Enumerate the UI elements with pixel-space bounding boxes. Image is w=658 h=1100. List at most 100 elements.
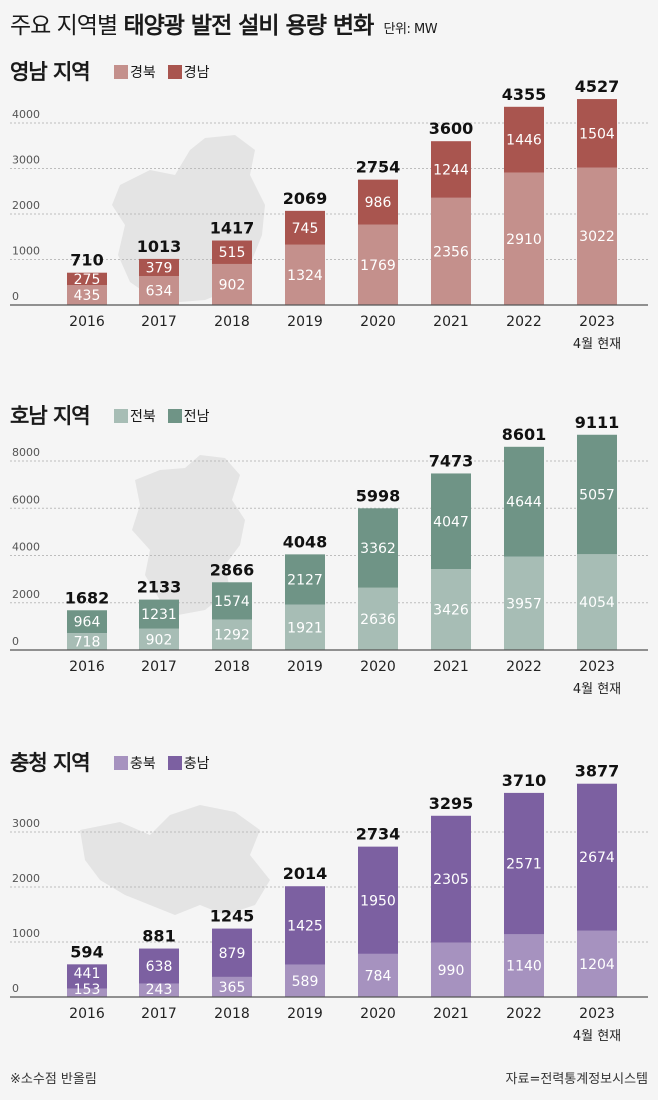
segment-label: 964	[74, 615, 101, 631]
segment-label: 1950	[360, 893, 396, 909]
total-label: 7473	[429, 451, 474, 470]
unit-label: 단위: MW	[383, 22, 438, 37]
segment-label: 2636	[360, 612, 396, 628]
bar-segment	[358, 224, 398, 305]
legend-label: 전남	[183, 409, 210, 425]
y-tick-label: 3000	[12, 154, 40, 167]
x-tick-label: 2018	[214, 659, 250, 675]
bar-segment	[67, 610, 107, 634]
bar-segment	[139, 948, 179, 984]
x-tick-label: 2020	[360, 659, 396, 675]
x-tick-label: 2016	[69, 659, 105, 675]
total-label: 3295	[429, 794, 474, 813]
legend-label: 경북	[130, 65, 156, 81]
bar-segment	[358, 179, 398, 225]
segment-label: 1769	[360, 258, 396, 274]
y-tick-label: 0	[12, 982, 19, 995]
total-label: 4527	[575, 77, 620, 96]
bar-segment	[285, 604, 325, 650]
x-tick-label: 2021	[433, 659, 469, 675]
x-tick-label: 2017	[141, 314, 177, 330]
x-tick-label: 2023	[579, 314, 615, 330]
segment-label: 2356	[433, 244, 469, 260]
segment-label: 1204	[579, 957, 615, 973]
legend-label: 전북	[130, 409, 156, 425]
bar-segment	[431, 942, 471, 997]
x-tick-label: 2017	[141, 1006, 177, 1022]
y-tick-label: 0	[12, 635, 19, 648]
segment-label: 441	[74, 966, 101, 982]
total-label: 3710	[502, 771, 547, 790]
bar-segment	[577, 783, 617, 931]
segment-label: 2910	[506, 232, 542, 248]
segment-label: 784	[365, 968, 392, 984]
bar-segment	[212, 928, 252, 977]
legend-label: 충남	[183, 756, 210, 772]
bar-segment	[577, 434, 617, 555]
bar-segment	[212, 976, 252, 997]
bar-segment	[139, 983, 179, 997]
region-map-silhouette	[112, 135, 265, 302]
bar-segment	[431, 569, 471, 650]
bar-segment	[504, 934, 544, 997]
bar-segment	[285, 244, 325, 305]
bar-segment	[504, 106, 544, 173]
legend-swatch	[114, 756, 128, 770]
segment-label: 365	[219, 980, 246, 996]
segment-label: 1574	[214, 594, 250, 610]
x-tick-label: 2018	[214, 314, 250, 330]
segment-label: 4644	[506, 495, 542, 511]
total-label: 4355	[502, 85, 547, 104]
panel-title: 충청 지역	[10, 751, 91, 775]
segment-label: 718	[74, 635, 101, 651]
x-tick-label: 2023	[579, 1006, 615, 1022]
segment-label: 1140	[506, 959, 542, 975]
legend-label: 충북	[130, 756, 156, 772]
page-title: 주요 지역별 태양광 발전 설비 용량 변화 단위: MW	[10, 6, 438, 40]
segment-label: 1324	[287, 268, 323, 284]
segment-label: 634	[146, 284, 173, 300]
x-tick-note: 4월 현재	[573, 337, 621, 352]
x-tick-label: 2016	[69, 314, 105, 330]
x-tick-label: 2019	[287, 659, 323, 675]
segment-label: 243	[146, 982, 173, 998]
y-tick-label: 8000	[12, 446, 40, 459]
bar-segment	[139, 258, 179, 277]
total-label: 5998	[356, 486, 401, 505]
bar-segment	[67, 272, 107, 286]
segment-label: 153	[74, 982, 101, 998]
legend-item: 경남	[167, 62, 210, 82]
bar-segment	[285, 554, 325, 605]
segment-label: 902	[146, 632, 173, 648]
x-tick-label: 2017	[141, 659, 177, 675]
total-label: 3600	[429, 119, 474, 138]
bar-segment	[67, 633, 107, 650]
x-tick-label: 2020	[360, 1006, 396, 1022]
x-tick-note: 4월 현재	[573, 682, 621, 697]
total-label: 594	[70, 942, 103, 961]
total-label: 2754	[356, 158, 401, 177]
title-bold: 태양광 발전 설비 용량 변화	[123, 13, 374, 39]
y-tick-label: 4000	[12, 108, 40, 121]
x-tick-label: 2022	[506, 314, 542, 330]
legend-item: 충북	[114, 753, 156, 773]
segment-label: 2571	[506, 857, 542, 873]
bar-segment	[358, 587, 398, 650]
segment-label: 2127	[287, 572, 323, 588]
legend-item: 경북	[114, 62, 156, 82]
bar-segment	[431, 815, 471, 943]
legend: 전북 전남	[114, 406, 218, 426]
segment-label: 435	[74, 288, 101, 304]
total-label: 1245	[210, 907, 255, 926]
legend: 충북 충남	[114, 753, 218, 773]
segment-label: 379	[146, 261, 173, 277]
legend-swatch	[114, 65, 128, 79]
bar-segment	[67, 964, 107, 989]
segment-label: 589	[292, 974, 319, 990]
bar-segment	[577, 99, 617, 168]
y-tick-label: 2000	[12, 872, 40, 885]
legend-swatch	[167, 756, 182, 770]
total-label: 2866	[210, 560, 255, 579]
bar-segment	[358, 846, 398, 954]
